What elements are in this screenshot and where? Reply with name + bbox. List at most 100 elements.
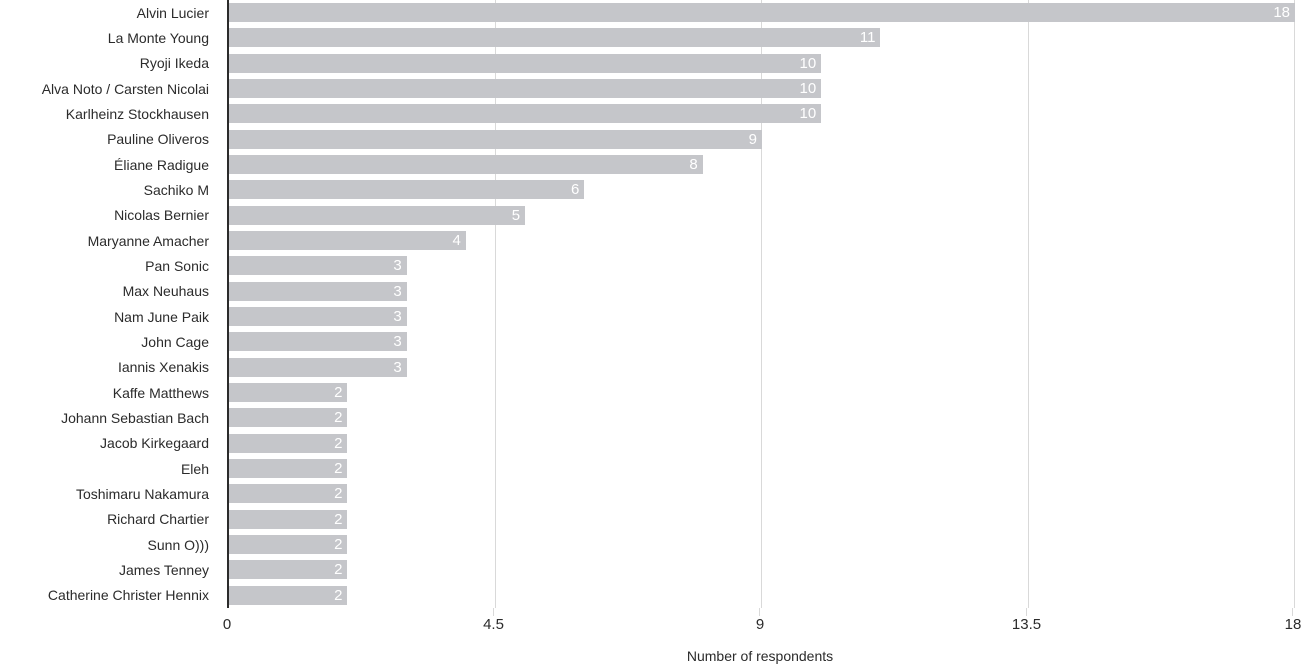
category-label: James Tenney: [118, 561, 209, 578]
bar-row: 10: [229, 51, 1295, 76]
bar-row: 2: [229, 557, 1295, 582]
bar-value-label: 2: [334, 409, 343, 427]
bar: 2: [229, 433, 348, 453]
category-label: John Cage: [141, 333, 209, 350]
bar-row: 2: [229, 456, 1295, 481]
category-axis: Alvin Lucier La Monte Young Ryoji Ikeda Alv…: [0, 0, 209, 608]
bar: 3: [229, 357, 407, 377]
x-axis-tick-label: 4.5: [483, 616, 504, 633]
category-label: Alva Noto / Carsten Nicolai: [41, 80, 209, 97]
bar-value-label: 2: [334, 434, 343, 452]
category-label: Eleh: [180, 460, 209, 477]
category-label: Pan Sonic: [145, 257, 209, 274]
category-label: Pauline Oliveros: [107, 131, 209, 148]
gridline: [1294, 0, 1295, 608]
bar: 18: [229, 3, 1295, 23]
bar-row: 2: [229, 532, 1295, 557]
category-label: Maryanne Amacher: [87, 232, 209, 249]
bar: 4: [229, 231, 466, 251]
bar-value-label: 2: [334, 586, 343, 604]
bar: 2: [229, 535, 348, 555]
bar: 2: [229, 509, 348, 529]
bar: 10: [229, 53, 822, 73]
category-label: Ryoji Ikeda: [139, 55, 209, 72]
category-label: La Monte Young: [107, 29, 209, 46]
category-label: Nicolas Bernier: [114, 207, 209, 224]
bar-row: 8: [229, 152, 1295, 177]
bar-row: 2: [229, 431, 1295, 456]
category-label: Kaffe Matthews: [112, 384, 209, 401]
bar-value-label: 3: [393, 282, 402, 300]
bar-row: 11: [229, 25, 1295, 50]
bar: 6: [229, 180, 585, 200]
bar-row: 2: [229, 380, 1295, 405]
bar-row: 2: [229, 405, 1295, 430]
bar-value-label: 3: [393, 308, 402, 326]
x-axis-tick: [1025, 608, 1027, 616]
plot-area: 18 11 10 10 10 9 8 6 5 4 3 3 3 3 3 2 2 2 2 2 2 2 2 2: [227, 0, 1295, 608]
x-axis-tick-label: 13.5: [1011, 616, 1042, 633]
bar-row: 2: [229, 507, 1295, 532]
category-label: Sunn O))): [147, 536, 209, 553]
bar: 2: [229, 383, 348, 403]
bar: 3: [229, 332, 407, 352]
bar-value-label: 18: [1273, 4, 1290, 22]
bar: 2: [229, 459, 348, 479]
bar-row: 9: [229, 127, 1295, 152]
bar: 2: [229, 484, 348, 504]
x-axis-tick: [1292, 608, 1293, 616]
bar: 10: [229, 104, 822, 124]
bar-value-label: 2: [334, 384, 343, 402]
gridline: [761, 0, 762, 608]
x-axis-tick: [492, 608, 494, 616]
category-label: Toshimaru Nakamura: [75, 485, 209, 502]
bar-row: 6: [229, 177, 1295, 202]
category-label: Karlheinz Stockhausen: [65, 105, 209, 122]
bar: 2: [229, 585, 348, 605]
bar-value-label: 4: [452, 232, 461, 250]
x-axis-title: Number of respondents: [686, 648, 834, 664]
bar-row: 5: [229, 203, 1295, 228]
bar: 2: [229, 408, 348, 428]
bar: 10: [229, 79, 822, 99]
gridline: [494, 0, 496, 608]
bar-value-label: 2: [334, 485, 343, 503]
category-label: Jacob Kirkegaard: [100, 435, 209, 452]
x-axis-tick-label: 18: [1284, 616, 1301, 633]
bar-value-label: 2: [334, 460, 343, 478]
bar: 2: [229, 560, 348, 580]
bar-row: 10: [229, 76, 1295, 101]
bar: 9: [229, 129, 762, 149]
bar-value-label: 10: [799, 54, 817, 72]
x-axis-tick: [759, 608, 760, 616]
bar-value-label: 5: [511, 206, 521, 224]
category-label: Catherine Christer Hennix: [47, 587, 209, 604]
bar: 3: [229, 281, 407, 301]
bar: 3: [229, 307, 407, 327]
bar-value-label: 2: [334, 510, 343, 528]
bar-row: 2: [229, 481, 1295, 506]
bar-value-label: 10: [799, 80, 817, 98]
bars-layer: 18 11 10 10 10 9 8 6 5 4 3 3 3 3 3 2 2 2 2 2 2 2 2 2: [229, 0, 1295, 608]
bar-row: 3: [229, 253, 1295, 278]
bar: 11: [229, 28, 881, 48]
bar-row: 18: [229, 0, 1295, 25]
bar-row: 3: [229, 329, 1295, 354]
category-label: Max Neuhaus: [122, 283, 209, 300]
bar-row: 2: [229, 583, 1295, 608]
x-axis-tick-label: 9: [755, 616, 765, 633]
bar-row: 3: [229, 304, 1295, 329]
bar-value-label: 3: [393, 333, 402, 351]
bar-value-label: 2: [334, 561, 343, 579]
category-label: Johann Sebastian Bach: [61, 409, 209, 426]
bar-value-label: 8: [689, 156, 698, 174]
bar-value-label: 11: [859, 29, 876, 47]
gridline: [1027, 0, 1029, 608]
category-label: Alvin Lucier: [136, 4, 209, 21]
bar-value-label: 2: [334, 536, 343, 554]
category-label: Éliane Radigue: [114, 156, 209, 173]
category-label: Nam June Paik: [114, 308, 209, 325]
bar: 5: [229, 205, 526, 225]
bar-value-label: 3: [393, 257, 402, 275]
